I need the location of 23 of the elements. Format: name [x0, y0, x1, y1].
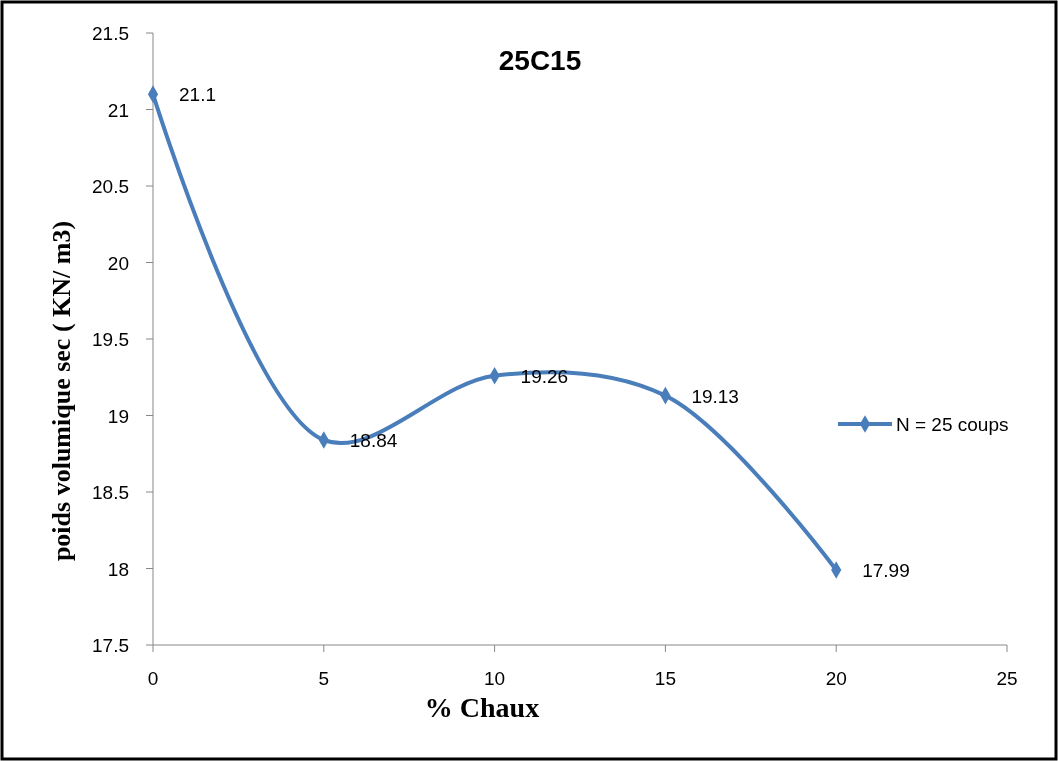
y-tick-label: 19 — [107, 405, 129, 427]
x-tick-label: 0 — [147, 668, 159, 689]
x-axis-title: % Chaux — [424, 692, 540, 723]
data-label: 21.1 — [179, 84, 216, 106]
x-tick-label: 10 — [484, 668, 506, 689]
x-tick-label: 15 — [654, 668, 676, 689]
y-tick-label: 18.5 — [92, 482, 129, 503]
x-tick-label: 20 — [825, 668, 847, 689]
y-tick-label: 18 — [107, 558, 129, 580]
y-axis-title: poids volumique sec ( KN/ m3) — [47, 220, 76, 562]
data-label: 19.13 — [691, 385, 739, 407]
y-tick-label: 21 — [107, 99, 129, 121]
legend-label: N = 25 coups — [896, 414, 1009, 435]
y-tick-label: 17.5 — [92, 635, 129, 656]
chart-title: 25C15 — [498, 45, 582, 76]
y-tick-label: 20 — [107, 252, 129, 274]
y-tick-label: 21.5 — [92, 23, 129, 44]
data-label: 17.99 — [862, 560, 910, 582]
data-label: 18.84 — [349, 429, 398, 451]
y-tick-label: 20.5 — [92, 176, 129, 197]
x-tick-label: 5 — [318, 668, 330, 689]
x-tick-label: 25 — [996, 668, 1018, 689]
y-tick-label: 19.5 — [92, 329, 129, 350]
